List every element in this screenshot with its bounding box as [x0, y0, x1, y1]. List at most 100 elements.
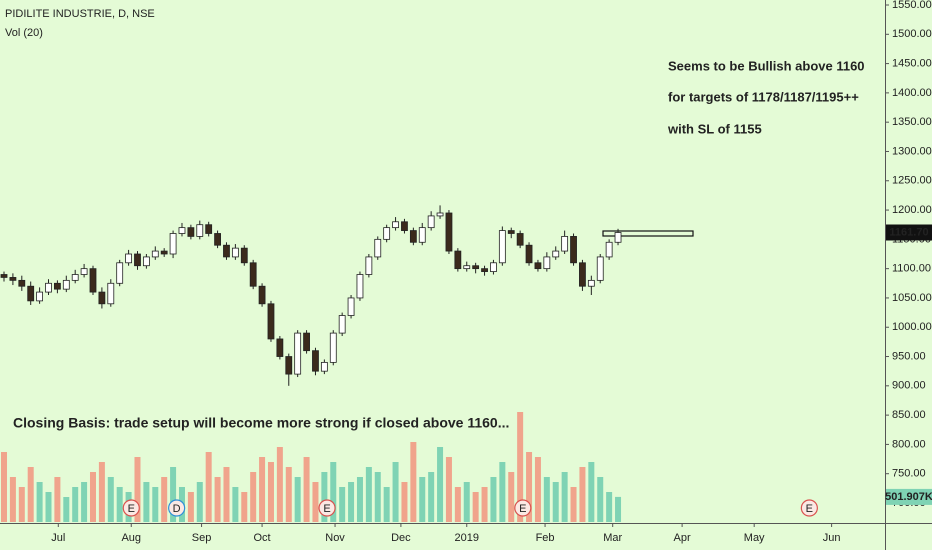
volume-bar — [517, 412, 524, 522]
volume-bar — [276, 447, 283, 522]
volume-bar — [419, 477, 426, 522]
note: Closing Basis: trade setup will become m… — [13, 415, 509, 431]
event-marker — [318, 499, 336, 517]
candle-body — [160, 250, 168, 255]
candle-body — [205, 224, 213, 234]
volume-bar — [481, 487, 488, 522]
y-tick-label: 1050.00 — [892, 292, 932, 304]
candle-body — [71, 274, 79, 281]
volume-bar — [606, 492, 613, 522]
price-tag-label: 1161.70 — [889, 226, 928, 238]
candle-body — [516, 233, 524, 246]
volume-bar — [552, 482, 559, 522]
y-tick-label: 1200.00 — [892, 204, 932, 216]
volume-bar — [392, 462, 399, 522]
volume-tag — [886, 488, 932, 505]
volume-bar — [356, 477, 363, 522]
x-tick-label: Mar — [603, 532, 622, 544]
candle-body — [98, 291, 106, 305]
candle-body — [223, 244, 230, 258]
x-tick-label: 2019 — [455, 532, 479, 544]
volume-bar — [348, 482, 355, 522]
candle-body — [454, 250, 462, 270]
volume-bar — [143, 482, 150, 522]
volume-bar — [410, 442, 417, 522]
volume-bar — [374, 472, 381, 522]
volume-tag-label: 501.907K — [885, 491, 932, 503]
candle-body — [498, 230, 506, 264]
candle-body — [383, 227, 391, 240]
candle-body — [543, 256, 551, 270]
candle-body — [267, 303, 275, 340]
volume-bar — [303, 457, 310, 522]
candle-body — [240, 247, 248, 264]
candle-body — [561, 236, 569, 252]
candle-body — [285, 356, 293, 375]
target-box — [602, 230, 694, 237]
candle-body — [36, 291, 44, 302]
volume-bar — [27, 467, 34, 522]
candle-body — [27, 285, 35, 302]
volume-bar — [72, 487, 79, 522]
candle-body — [418, 227, 426, 243]
candle-body — [507, 230, 515, 234]
candle-body — [18, 279, 26, 287]
event-label: E — [128, 503, 135, 515]
x-tick-label: Aug — [121, 532, 141, 544]
volume-bar — [579, 467, 586, 522]
volume-bar — [196, 482, 203, 522]
candle-body — [392, 221, 399, 229]
volume-bar — [170, 467, 177, 522]
volume-bar — [330, 462, 337, 522]
candle-body — [45, 282, 52, 293]
candle-body — [552, 250, 560, 258]
candle-body — [80, 268, 88, 275]
candle-body — [587, 279, 595, 287]
volume-bar — [63, 497, 70, 522]
candle-body — [142, 256, 150, 267]
x-tick-label: Jun — [823, 532, 841, 544]
y-tick-label: 1100.00 — [892, 263, 931, 275]
volume-bar — [1, 452, 8, 522]
candle-body — [214, 233, 221, 246]
volume-bar — [365, 467, 372, 522]
x-tick-label: May — [744, 532, 765, 544]
volume-bar — [9, 477, 16, 522]
event-marker — [514, 499, 532, 517]
event-marker — [168, 499, 186, 517]
y-tick-label: 1000.00 — [892, 321, 932, 333]
volume-bar — [294, 477, 301, 522]
candle-body — [53, 282, 61, 290]
candle-body — [258, 285, 266, 305]
candle-body — [481, 268, 488, 272]
candle-body — [231, 247, 239, 258]
volume-bar — [534, 457, 541, 522]
y-tick-label: 1250.00 — [892, 175, 932, 187]
volume-bar — [526, 452, 533, 522]
x-tick-label: Jul — [51, 532, 65, 544]
annotation: with SL of 1155 — [667, 121, 762, 136]
volume-bar — [116, 487, 123, 522]
volume-bar — [232, 487, 239, 522]
candle-body — [62, 279, 70, 290]
candle-body — [374, 238, 382, 258]
event-marker — [800, 499, 818, 517]
y-tick-label: 1300.00 — [892, 145, 932, 157]
y-tick-label: 750.00 — [892, 468, 926, 480]
volume-bar — [561, 472, 568, 522]
candle-body — [89, 268, 97, 293]
volume-bar — [241, 492, 248, 522]
candle-body — [605, 241, 613, 258]
x-tick-label: Apr — [674, 532, 691, 544]
annotation: Seems to be Bullish above 1160 — [668, 58, 865, 73]
candle-body — [614, 232, 622, 243]
candle-body — [347, 297, 355, 316]
candle-body — [151, 250, 159, 258]
volume-bar — [472, 492, 479, 522]
y-tick-label: 950.00 — [892, 350, 926, 362]
volume-bar — [437, 447, 444, 522]
candle-body — [534, 262, 542, 270]
volume-bar — [89, 472, 96, 522]
event-label: D — [173, 503, 181, 515]
volume-bar — [401, 482, 408, 522]
